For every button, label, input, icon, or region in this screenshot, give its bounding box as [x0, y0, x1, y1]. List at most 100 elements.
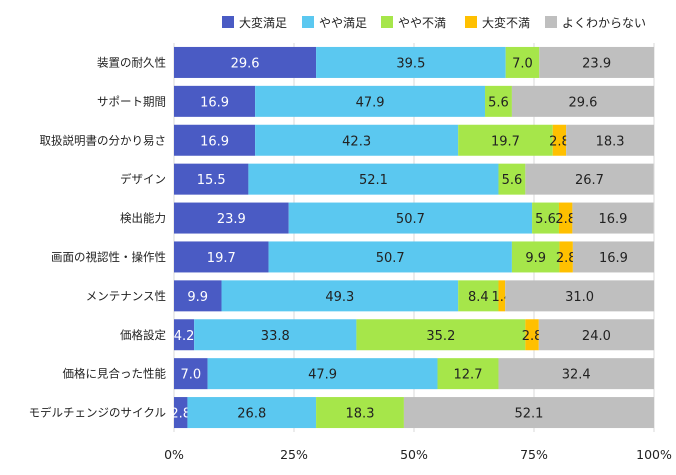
- x-axis-ticks: 0% 25% 50% 75% 100%: [164, 447, 672, 462]
- data-label: 23.9: [217, 212, 246, 227]
- bar-segment: [221, 280, 459, 312]
- category-label: デザイン: [120, 172, 166, 186]
- bar-segment: [288, 202, 533, 234]
- category-labels: 装置の耐久性サポート期間取扱説明書の分かり易さデザイン検出能力画面の視認性・操作…: [29, 55, 167, 419]
- category-label: 検出能力: [120, 211, 166, 225]
- bar-segment: [255, 85, 486, 117]
- bar-segment: [255, 124, 459, 156]
- data-label: 8.4: [468, 290, 489, 305]
- bar-segment: [174, 124, 256, 156]
- data-label: 5.6: [488, 95, 509, 110]
- bar-segment: [566, 124, 654, 156]
- legend-label: 大変満足: [239, 15, 287, 30]
- legend-item: やや不満: [381, 16, 446, 30]
- data-label: 12.7: [454, 368, 483, 383]
- bar-segment: [174, 280, 222, 312]
- bar-segment: [316, 397, 404, 429]
- data-label: 31.0: [565, 290, 594, 305]
- bar-segment: [316, 46, 506, 78]
- data-label: 16.9: [598, 212, 627, 227]
- bar-segment: [174, 85, 256, 117]
- bar-segment: [498, 280, 506, 312]
- legend-label: よくわからない: [562, 16, 646, 30]
- bar-segment: [437, 358, 499, 390]
- bar-segment: [505, 46, 540, 78]
- bar-segment: [174, 358, 208, 390]
- data-label: 42.3: [342, 134, 371, 149]
- data-label: 2.8: [170, 407, 191, 422]
- category-label: サポート期間: [97, 94, 166, 108]
- data-label: 5.6: [502, 173, 523, 188]
- bar-row: 23.9 50.7 5.6 2.8 16.9: [174, 202, 654, 234]
- bar-segment: [511, 85, 654, 117]
- bar-segment: [268, 241, 512, 273]
- data-label: 7.0: [180, 368, 201, 383]
- bar-segment: [187, 397, 317, 429]
- data-label: 2.8: [522, 329, 543, 344]
- category-label: モデルチェンジのサイクル: [29, 406, 166, 420]
- category-label: 画面の視認性・操作性: [51, 250, 166, 264]
- legend-item: やや満足: [302, 16, 367, 30]
- data-label: 50.7: [396, 212, 425, 227]
- legend-item: 大変不満: [465, 15, 530, 30]
- x-tick-label: 0%: [164, 447, 184, 462]
- data-label: 9.9: [187, 290, 208, 305]
- data-label: 5.6: [535, 212, 556, 227]
- bar-segment: [194, 319, 357, 351]
- bar-segment: [572, 202, 654, 234]
- legend-swatch: [465, 16, 477, 28]
- data-label: 15.5: [197, 173, 226, 188]
- data-label: 16.9: [200, 95, 229, 110]
- data-label: 16.9: [200, 134, 229, 149]
- legend-swatch: [381, 16, 393, 28]
- data-label: 47.9: [356, 95, 385, 110]
- bar-segment: [174, 241, 269, 273]
- bar-segment: [403, 397, 654, 429]
- bar-segment: [174, 202, 289, 234]
- bar-segment: [505, 280, 654, 312]
- bar-segment: [458, 280, 499, 312]
- x-tick-label: 75%: [520, 447, 548, 462]
- bar-segment: [572, 241, 654, 273]
- legend-swatch: [222, 16, 234, 28]
- category-label: 価格設定: [120, 328, 166, 342]
- legend: 大変満足 やや満足 やや不満 大変不満 よくわからない: [222, 15, 646, 30]
- x-tick-label: 50%: [400, 447, 428, 462]
- legend-swatch: [545, 16, 557, 28]
- legend-item: よくわからない: [545, 16, 646, 30]
- data-label: 16.9: [599, 251, 628, 266]
- x-tick-label: 25%: [280, 447, 308, 462]
- bar-row: 16.9 42.3 19.7 2.8 18.3: [174, 124, 654, 156]
- bar-segment: [174, 46, 317, 78]
- bar-segment: [485, 85, 512, 117]
- data-label: 18.3: [346, 407, 375, 422]
- bar-segment: [558, 202, 573, 234]
- bar-row: 2.8 26.8 18.3 52.1: [170, 397, 654, 429]
- data-label: 4.2: [174, 329, 195, 344]
- bar-row: 19.7 50.7 9.9 2.8 16.9: [174, 241, 654, 273]
- data-label: 9.9: [525, 251, 546, 266]
- data-label: 52.1: [359, 173, 388, 188]
- data-label: 26.8: [237, 407, 266, 422]
- data-label: 52.1: [514, 407, 543, 422]
- bar-segment: [498, 163, 526, 195]
- category-label: 装置の耐久性: [97, 55, 166, 69]
- data-label: 39.5: [396, 56, 425, 71]
- bar-segment: [525, 319, 539, 351]
- legend-label: やや満足: [319, 16, 367, 30]
- bar-segment: [538, 319, 654, 351]
- bar-segment: [207, 358, 438, 390]
- data-label: 29.6: [568, 95, 597, 110]
- data-label: 32.4: [562, 368, 591, 383]
- bar-segment: [174, 163, 249, 195]
- legend-label: 大変不満: [482, 15, 530, 30]
- legend-label: やや不満: [398, 16, 446, 30]
- legend-item: 大変満足: [222, 15, 287, 30]
- bars: 29.6 39.5 7.0 23.9 16.9 47.9 5.6 29.6 16.9 42.3 19…: [170, 46, 654, 429]
- bar-segment: [498, 358, 654, 390]
- data-label: 33.8: [261, 329, 290, 344]
- bar-segment: [356, 319, 526, 351]
- bar-row: 4.2 33.8 35.2 2.8 24.0: [174, 319, 654, 351]
- data-label: 19.7: [207, 251, 236, 266]
- bar-row: 9.9 49.3 8.4 1.4 31.0: [174, 280, 654, 312]
